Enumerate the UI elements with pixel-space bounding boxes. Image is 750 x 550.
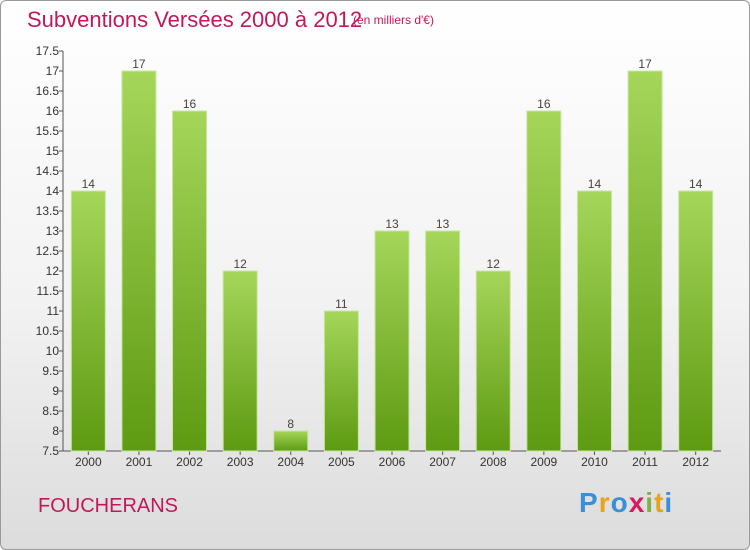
logo-letter: P	[579, 487, 599, 518]
x-tick-label: 2000	[75, 455, 102, 469]
y-tick-label: 13.5	[36, 204, 60, 218]
bar-value-label: 17	[638, 57, 652, 71]
bar	[70, 190, 106, 452]
bar-value-label: 16	[537, 97, 551, 111]
chart-subtitle: (en milliers d'€)	[353, 13, 434, 27]
bar	[273, 430, 309, 452]
logo-letter: t	[654, 487, 665, 518]
y-tick-label: 11	[47, 304, 60, 318]
bar	[627, 70, 663, 452]
bar-value-label: 14	[588, 177, 602, 191]
x-tick-label: 2009	[530, 455, 557, 469]
y-tick-label: 9	[52, 384, 59, 398]
bar-value-label: 12	[487, 257, 501, 271]
bar-value-label: 11	[335, 297, 348, 311]
bar	[576, 190, 612, 452]
y-tick-label: 12	[46, 264, 60, 278]
logo-letter: i	[664, 487, 674, 518]
y-tick-label: 12.5	[36, 244, 60, 258]
y-tick-label: 15.5	[36, 124, 60, 138]
y-tick-label: 11.5	[37, 284, 60, 298]
y-tick-label: 10.5	[36, 324, 60, 338]
proxiti-logo: Proxiti	[579, 487, 673, 519]
bar	[121, 70, 157, 452]
bar	[323, 310, 359, 452]
bar	[475, 270, 511, 452]
x-tick-label: 2008	[480, 455, 507, 469]
logo-letter: x	[628, 487, 646, 518]
logo-letter: i	[645, 487, 655, 518]
y-tick-label: 14.5	[36, 164, 60, 178]
bar	[374, 230, 410, 452]
x-tick-label: 2012	[682, 455, 709, 469]
bar	[222, 270, 258, 452]
bar-value-label: 8	[287, 417, 294, 431]
bar	[526, 110, 562, 452]
logo-letter: r	[598, 487, 611, 518]
x-tick-label: 2004	[277, 455, 304, 469]
y-tick-label: 7.5	[42, 444, 59, 458]
y-tick-label: 16.5	[36, 84, 60, 98]
y-tick-label: 15	[46, 144, 60, 158]
commune-name: FOUCHERANS	[38, 495, 179, 517]
y-tick-label: 14	[46, 184, 60, 198]
x-tick-label: 2010	[581, 455, 608, 469]
x-tick-label: 2007	[429, 455, 456, 469]
y-tick-label: 8	[52, 424, 59, 438]
y-tick-label: 16	[46, 104, 60, 118]
chart-title: Subventions Versées 2000 à 2012	[27, 7, 363, 32]
bar-value-label: 16	[183, 97, 197, 111]
bar	[678, 190, 714, 452]
bar	[172, 110, 208, 452]
y-tick-label: 8.5	[42, 404, 59, 418]
bar-value-label: 12	[233, 257, 247, 271]
x-tick-label: 2006	[379, 455, 406, 469]
x-tick-label: 2001	[126, 455, 153, 469]
bar	[425, 230, 461, 452]
x-tick-label: 2005	[328, 455, 355, 469]
logo-letter: o	[610, 487, 629, 518]
bar-value-label: 13	[385, 217, 399, 231]
y-tick-label: 17.5	[36, 44, 60, 58]
y-tick-label: 13	[46, 224, 60, 238]
x-tick-label: 2003	[227, 455, 254, 469]
y-tick-label: 17	[46, 64, 60, 78]
bar-value-label: 17	[132, 57, 146, 71]
bar-value-label: 14	[689, 177, 703, 191]
y-tick-label: 9.5	[42, 364, 59, 378]
x-tick-label: 2011	[632, 455, 658, 469]
y-tick-label: 10	[46, 344, 60, 358]
bar-value-label: 13	[436, 217, 450, 231]
bar-value-label: 14	[82, 177, 96, 191]
x-tick-label: 2002	[176, 455, 203, 469]
